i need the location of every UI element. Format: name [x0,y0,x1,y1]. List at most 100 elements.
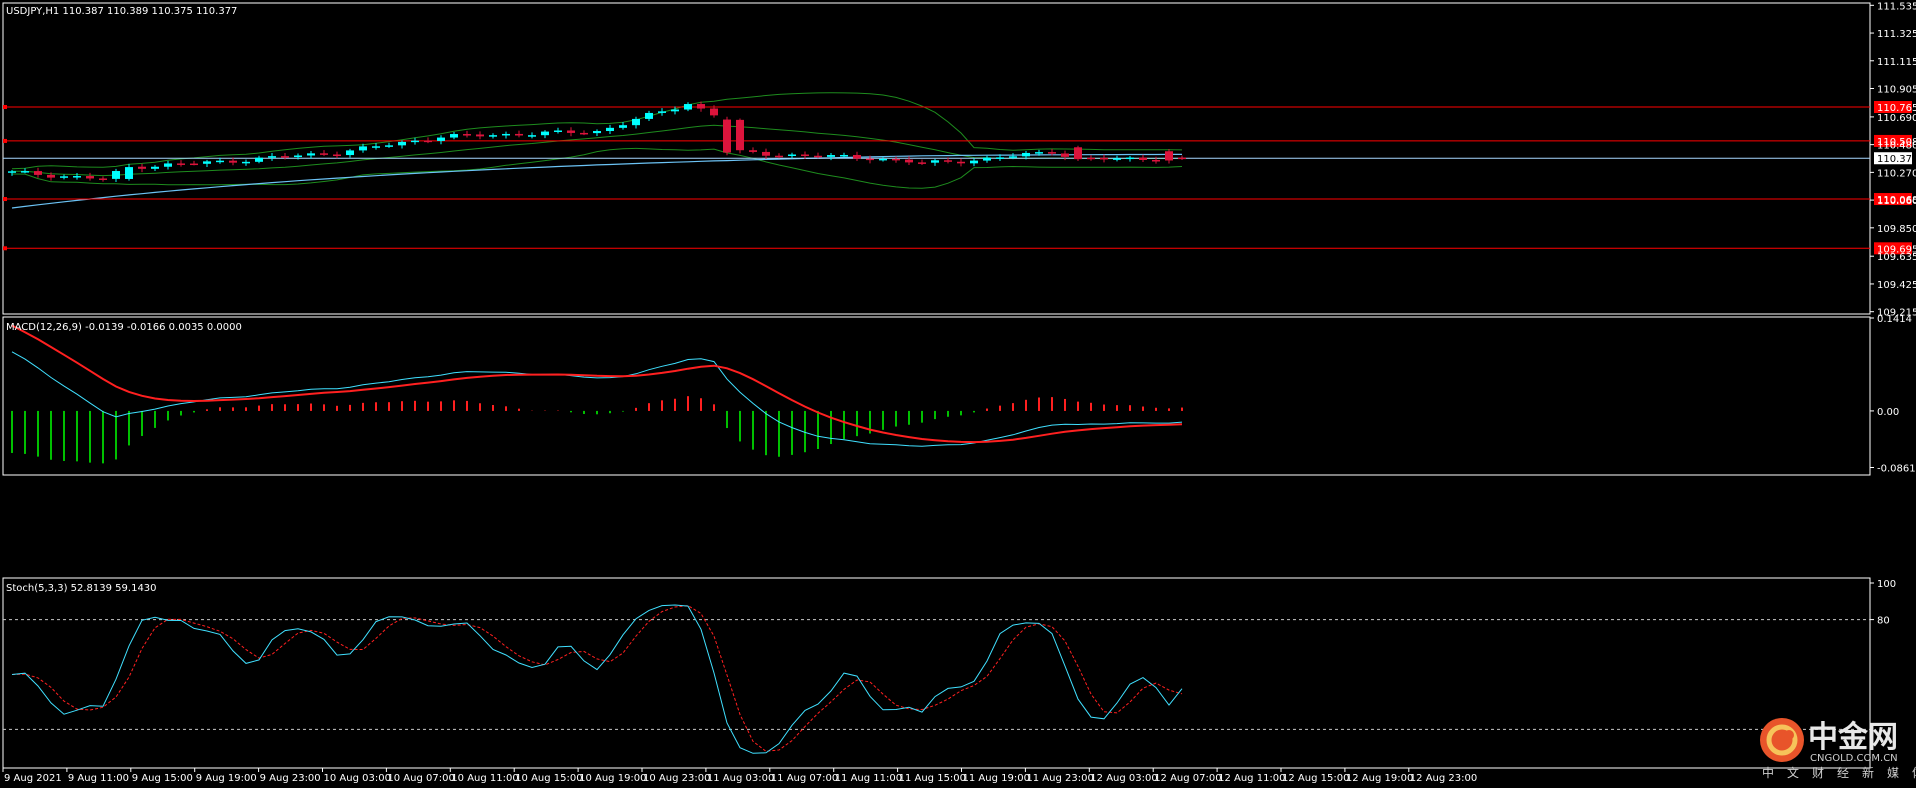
candle-body [151,166,159,169]
macd-tick-label: -0.0861 [1877,463,1916,474]
price-tick-label: 109.850 [1877,224,1916,235]
price-tick-label: 109.215 [1877,308,1916,319]
macd-axis: 0.1414 0.00 -0.0861 [1870,314,1916,474]
candle-body [463,134,471,136]
candle-body [1074,147,1082,160]
time-tick-label: 12 Aug 19:00 [1346,773,1413,784]
candle-body [892,158,900,161]
candle-body [307,153,315,156]
price-level-label: 110.508 [1877,137,1916,148]
watermark-name: 中金网 [1808,720,1898,755]
candle-body [905,159,913,163]
time-tick-label: 11 Aug 07:00 [771,773,838,784]
candle-body [788,154,796,156]
moving-average-line [11,153,1182,209]
price-level-label: 110.068 [1877,195,1916,206]
stoch-d-line [11,605,1183,752]
candle-body [138,166,146,169]
candle-body [359,146,367,151]
time-tick-label: 9 Aug 23:00 [260,773,321,784]
candle-body [1100,157,1108,160]
time-tick-label: 10 Aug 23:00 [643,773,710,784]
candle-body [1022,152,1030,157]
candle-body [684,104,692,110]
candle-body [606,127,614,132]
candle-body [671,109,679,112]
candle-body [346,150,354,156]
time-axis: 9 Aug 2021 9 Aug 11:00 9 Aug 15:00 9 Aug 19… [2,768,1477,784]
candle-body [801,154,809,156]
time-tick-label: 10 Aug 15:00 [515,773,582,784]
bollinger-upper-band [11,92,1183,170]
watermark-domain: CNGOLD.COM.CN [1810,753,1898,764]
candle-body [1009,156,1017,158]
watermark-logo: 中金网 CNGOLD.COM.CN 中文财经新媒体 [1760,718,1916,780]
candle-body [424,140,432,143]
candle-body [489,135,497,137]
stoch-plot[interactable] [3,604,1870,754]
price-tick-label: 110.270 [1877,168,1916,179]
price-level-tag [1874,193,1912,206]
candle-body [372,146,380,148]
watermark-tagline: 中文财经新媒体 [1762,765,1916,780]
time-tick-label: 12 Aug 23:00 [1410,773,1477,784]
macd-plot[interactable] [11,324,1183,464]
candle-body [970,160,978,164]
candle-body [541,131,549,136]
candle-body [645,112,653,119]
candle-body [723,119,731,153]
candle-body [1152,159,1160,162]
time-tick-label: 10 Aug 03:00 [324,773,391,784]
price-level-label: 109.695 [1877,244,1916,255]
candle-body [918,162,926,164]
candle-body [34,171,42,175]
candle-body [99,178,107,180]
price-tick-label: 111.535 [1877,1,1916,12]
stoch-axis: 100 80 [1870,579,1896,627]
candle-body [112,171,120,179]
candle-body [931,160,939,163]
stoch-panel-frame [2,577,1871,769]
macd-tick-label: 0.1414 [1877,314,1912,325]
price-level-tag [1874,101,1912,113]
candle-body [398,141,406,146]
time-tick-label: 9 Aug 11:00 [68,773,129,784]
candle-body [450,134,458,138]
stoch-tick-label: 100 [1877,579,1896,590]
macd-title: MACD(12,26,9) -0.0139 -0.0166 0.0035 0.0… [6,322,242,333]
candle-body [996,157,1004,159]
time-tick-label: 11 Aug 03:00 [707,773,774,784]
macd-panel-frame [2,316,1871,476]
candle-body [320,153,328,155]
candle-body [73,176,81,178]
price-plot[interactable]: 110.765 110.508 110.068 109.695 110.377 [3,92,1916,255]
price-axis: 111.535 111.325 111.115 110.905 110.690 110.4… [1870,1,1916,319]
candle-body [593,131,601,134]
price-tick-label: 111.325 [1877,29,1916,40]
price-tick-label: 110.480 [1877,141,1916,152]
candle-body [1048,152,1056,154]
candle-body [255,157,263,162]
macd-tick-label: 0.00 [1877,407,1899,418]
candle-body [242,161,250,164]
candle-body [697,104,705,109]
candle-body [762,151,770,156]
stoch-title: Stoch(5,3,3) 52.8139 59.1430 [6,583,157,594]
candle-body [268,156,276,158]
time-tick-label: 11 Aug 11:00 [835,773,902,784]
candle-body [554,130,562,133]
candle-body [8,171,16,173]
price-level-label: 110.765 [1877,103,1916,114]
candle-body [1139,157,1147,160]
candle-body [814,155,822,158]
candle-body [1087,157,1095,160]
candle-body [229,160,237,163]
time-tick-label: 12 Aug 15:00 [1282,773,1349,784]
candle-body [86,176,94,179]
time-tick-label: 10 Aug 19:00 [579,773,646,784]
macd-signal-line [11,324,1183,444]
candle-body [60,176,68,178]
time-tick-label: 9 Aug 19:00 [196,773,257,784]
time-tick-label: 11 Aug 19:00 [963,773,1030,784]
